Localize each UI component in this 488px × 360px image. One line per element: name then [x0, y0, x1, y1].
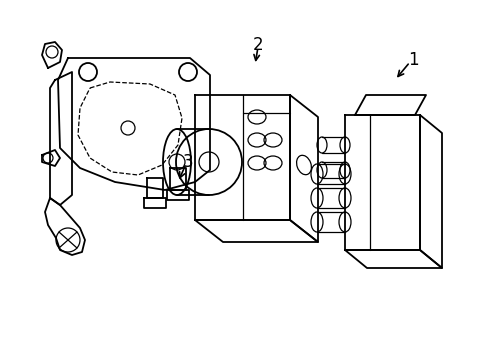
- Text: 3: 3: [183, 153, 193, 171]
- Text: 2: 2: [252, 36, 263, 54]
- Text: 1: 1: [407, 51, 417, 69]
